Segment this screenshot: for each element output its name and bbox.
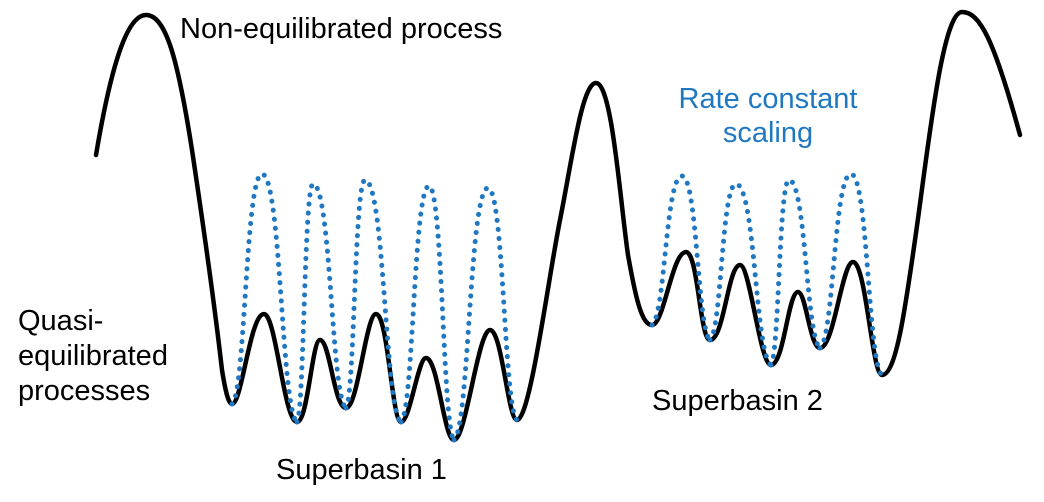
quasi-label-line-1: Quasi- [18,305,104,337]
quasi-equilibrated-processes-label: Quasi- equilibrated processes [18,304,208,409]
rate-constant-scaling-label: Rate constant scaling [648,82,888,150]
scaled-peak-dotted-curve [649,173,713,343]
non-equilibrated-process-label: Non-equilibrated process [180,13,503,45]
rate-label-line-1: Rate constant [678,83,858,115]
scaled-peak-dotted-curve [817,171,885,378]
superbasin-1-label: Superbasin 1 [276,454,447,486]
scaled-peak-dotted-curve [707,181,774,368]
quasi-label-line-2: equilibrated [18,340,168,372]
scaled-peak-dotted-curve [229,171,300,425]
scaled-peak-dotted-curve [343,177,404,425]
superbasin-2-label: Superbasin 2 [652,385,823,417]
quasi-label-line-3: processes [18,375,151,407]
rate-label-line-2: scaling [722,117,814,149]
energy-landscape-curve [93,9,1023,443]
scaled-peak-dotted-curve [294,181,349,425]
scaled-peak-dotted-curve [451,185,520,443]
scaled-peak-dotted-curve [768,177,823,368]
rate-constant-scaled-peaks [229,171,885,443]
